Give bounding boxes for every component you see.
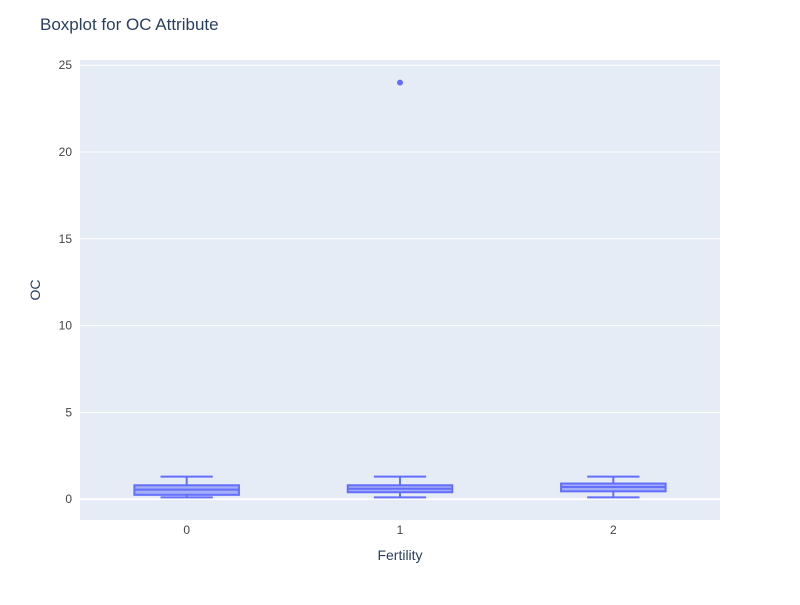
box-category-2 — [560, 475, 667, 499]
box-category-1 — [346, 79, 454, 499]
x-tick-label: 0 — [183, 523, 190, 537]
grid-lines — [80, 64, 720, 501]
plot-area — [80, 60, 720, 520]
chart-title: Boxplot for OC Attribute — [40, 15, 219, 34]
box-category-0 — [133, 475, 240, 499]
y-tick-label: 15 — [59, 232, 73, 246]
y-tick-label: 25 — [59, 58, 73, 72]
boxes — [133, 79, 667, 499]
y-tick-label: 5 — [65, 405, 72, 419]
y-axis-ticks: 0 5 10 15 20 25 — [59, 58, 73, 506]
x-axis-label: Fertility — [377, 547, 422, 563]
y-tick-label: 0 — [65, 492, 72, 506]
x-tick-label: 1 — [397, 523, 404, 537]
y-axis-label: OC — [27, 280, 43, 301]
outlier-point — [397, 79, 403, 86]
x-tick-label: 2 — [610, 523, 617, 537]
x-axis-ticks: 0 1 2 — [183, 523, 617, 537]
y-tick-label: 20 — [59, 145, 73, 159]
y-tick-label: 10 — [59, 319, 73, 333]
